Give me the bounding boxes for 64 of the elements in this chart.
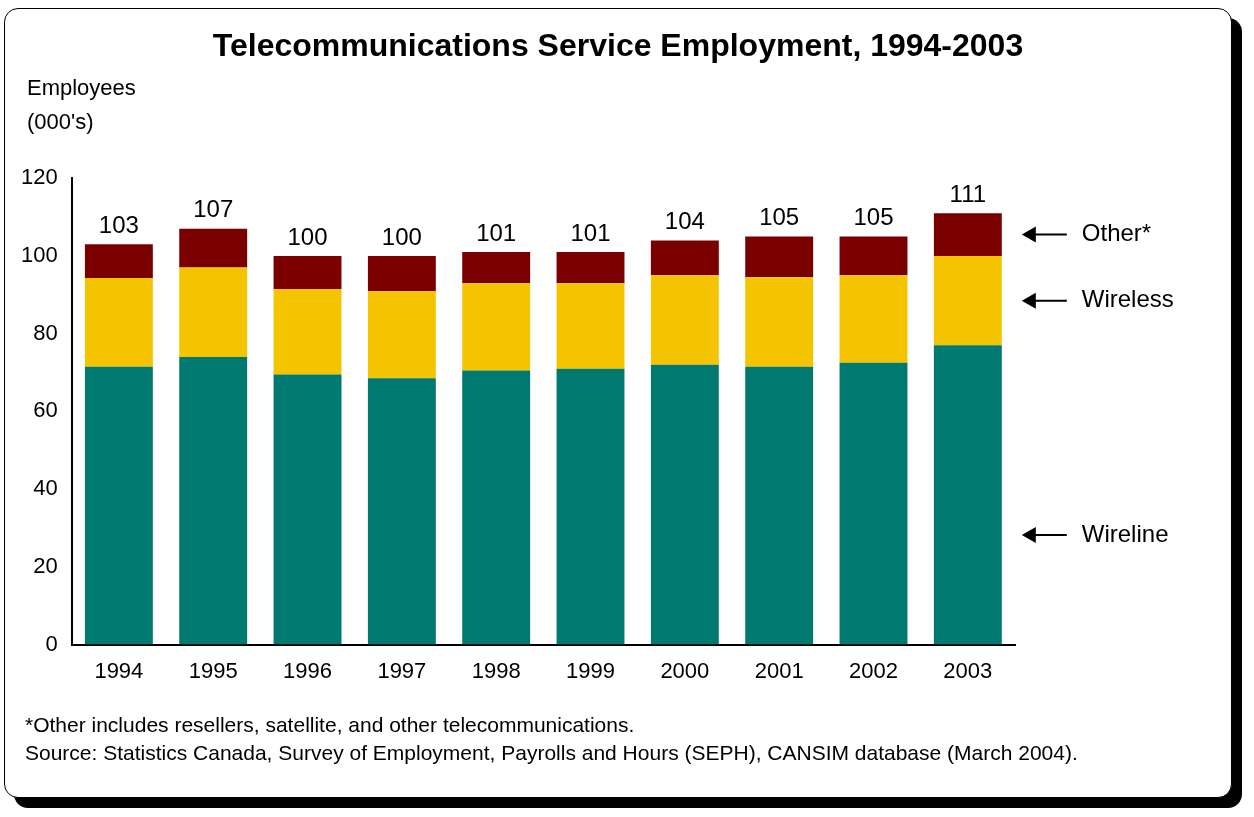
total-label: 105 — [853, 203, 894, 231]
text: *Other includes resellers, satellite, and other telecommunications. — [25, 712, 636, 738]
bar — [556, 252, 625, 284]
y-tick-label: 20 — [33, 552, 58, 578]
bar — [462, 283, 531, 371]
bar — [273, 374, 342, 645]
bar — [839, 362, 908, 645]
x-tick-label: 1999 — [566, 657, 615, 683]
bar — [650, 364, 719, 645]
x-tick-label: 1997 — [377, 657, 427, 683]
bar — [556, 368, 625, 645]
bar — [839, 275, 908, 363]
bar — [650, 240, 719, 276]
x-tick-label: 2003 — [943, 657, 993, 683]
text: Other* — [1081, 219, 1152, 247]
source-note: Source: Statistics Canada, Survey of Employment, Payrolls and Hours (SEPH), CANSIM database (March 2004). — [25, 740, 1079, 766]
total-label: 103 — [98, 210, 139, 238]
text: Wireline — [1081, 519, 1169, 547]
chart-title: Telecommunications Service Employment, 1994-2003 — [211, 27, 1025, 64]
bar — [84, 366, 153, 645]
bar — [745, 366, 814, 645]
bar — [84, 244, 153, 279]
bar — [839, 236, 908, 276]
text: Wireless — [1081, 285, 1174, 313]
total-label: 111 — [949, 179, 987, 207]
bar — [179, 356, 248, 645]
x-tick-label: 1998 — [471, 657, 521, 683]
bar — [462, 370, 531, 645]
bar — [84, 278, 153, 367]
total-label: 105 — [759, 203, 800, 231]
bar — [745, 236, 814, 278]
bar — [367, 255, 436, 291]
total-label: 100 — [287, 222, 328, 250]
bar — [745, 277, 814, 367]
bar — [179, 228, 248, 268]
bar — [462, 252, 531, 284]
y-tick-label: 120 — [20, 164, 58, 190]
x-tick-label: 1995 — [188, 657, 238, 683]
bar — [933, 213, 1002, 256]
total-label: 100 — [381, 222, 422, 250]
y-axis-title: Employees (000's) — [27, 74, 137, 136]
bar — [273, 288, 342, 375]
y-tick-label: 40 — [33, 475, 58, 501]
x-tick-label: 1994 — [94, 657, 144, 683]
bar — [367, 378, 436, 645]
bar — [933, 345, 1002, 645]
bar — [556, 283, 625, 369]
y-tick-label: 100 — [20, 242, 58, 267]
total-label: 104 — [664, 207, 705, 235]
x-tick-label: 1996 — [283, 657, 333, 683]
bar — [179, 267, 248, 357]
x-tick-label: 2002 — [849, 657, 898, 683]
total-label: 107 — [193, 195, 234, 223]
bar — [933, 255, 1002, 346]
bar — [367, 290, 436, 379]
y-tick-label: 60 — [33, 397, 58, 423]
x-tick-label: 2000 — [660, 657, 710, 683]
total-label: 101 — [476, 218, 517, 246]
x-tick-label: 2001 — [754, 657, 804, 683]
total-label: 101 — [570, 218, 611, 246]
bar — [273, 255, 342, 289]
bar — [650, 275, 719, 365]
y-tick-label: 0 — [45, 630, 58, 656]
y-tick-label: 80 — [33, 319, 58, 345]
